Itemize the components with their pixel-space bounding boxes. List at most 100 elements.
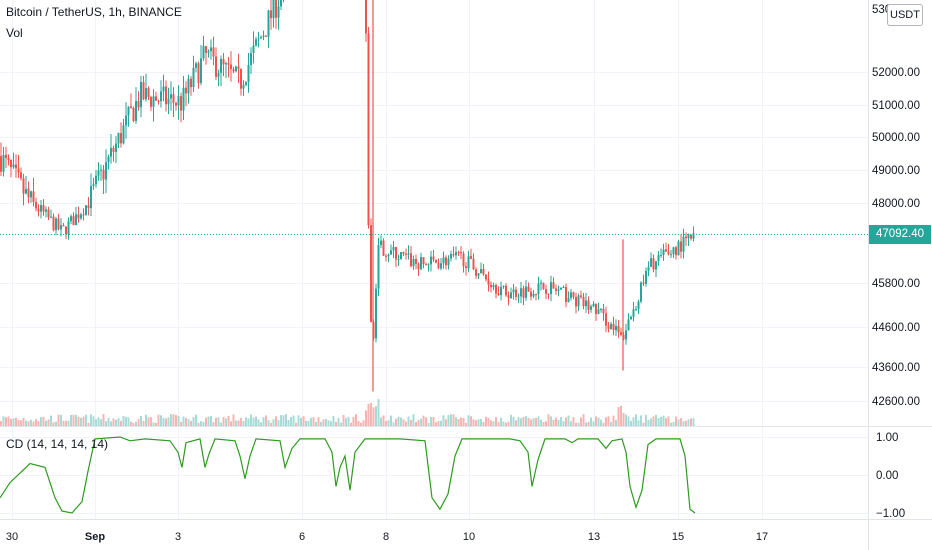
volume-bar (92, 416, 95, 426)
candle-body (665, 249, 667, 252)
time-tick-label: 8 (383, 531, 389, 543)
volume-bar (70, 414, 72, 426)
candle-body (575, 296, 577, 307)
volume-legend[interactable]: Vol (6, 26, 23, 40)
volume-bar (375, 406, 377, 426)
volume-bar (682, 421, 685, 426)
volume-bar (317, 417, 320, 426)
volume-bar (377, 399, 380, 426)
volume-bar (272, 419, 275, 426)
volume-bar (327, 420, 330, 426)
candle-body (645, 270, 647, 284)
price-tick-label: 49000.00 (872, 165, 920, 177)
volume-bar (165, 418, 167, 426)
volume-bar (570, 421, 572, 426)
volume-bar (547, 414, 550, 426)
candle-body (455, 252, 457, 256)
volume-bar (677, 419, 680, 426)
volume-bar (80, 417, 82, 426)
volume-bar (150, 417, 152, 426)
volume-bar (640, 415, 642, 426)
candle-body (90, 186, 92, 209)
volume-bar (95, 419, 97, 426)
volume-bar (612, 415, 615, 426)
volume-bar (435, 422, 437, 426)
candle-body (602, 308, 605, 314)
candle-body (152, 96, 155, 107)
volume-bar (477, 419, 480, 426)
candle-body (57, 218, 60, 230)
chart-title[interactable]: Bitcoin / TetherUS, 1h, BINANCE (6, 5, 182, 19)
candle-body (500, 286, 502, 296)
volume-bar (550, 416, 552, 426)
candle-body (35, 201, 37, 209)
candle-body (107, 156, 110, 163)
candle-body (420, 257, 422, 270)
candle-body (577, 295, 580, 307)
volume-bar (352, 416, 355, 426)
time-tick-label: Sep (85, 531, 105, 543)
volume-bar (225, 418, 227, 426)
volume-bar (310, 417, 312, 426)
candle-body (445, 257, 447, 266)
candle-body (7, 157, 10, 161)
candle-body (10, 160, 12, 168)
candle-body (200, 58, 202, 83)
candle-body (55, 218, 57, 231)
volume-bar (447, 415, 450, 426)
volume-bar (512, 416, 515, 426)
volume-bar (267, 420, 270, 426)
volume-bar (600, 419, 602, 426)
candle-body (605, 313, 607, 326)
candle-body (640, 282, 642, 302)
volume-bar (117, 418, 120, 426)
candle-body (460, 252, 462, 254)
candle-body (437, 262, 440, 269)
candle-body (30, 191, 32, 198)
candle-body (512, 289, 515, 293)
volume-bar (445, 419, 447, 426)
indicator-legend[interactable]: CD (14, 14, 14, 14) (6, 437, 109, 451)
volume-bar (500, 417, 502, 426)
candle-body (27, 188, 30, 198)
volume-bar (387, 420, 390, 426)
volume-bar (605, 417, 607, 426)
volume-bar (555, 417, 557, 426)
candle-body (370, 225, 372, 322)
volume-bar (220, 422, 222, 426)
volume-bar (195, 414, 197, 426)
volume-bar (132, 422, 135, 426)
volume-bar (357, 421, 360, 426)
candle-body (627, 319, 630, 331)
candle-body (677, 241, 680, 256)
currency-button[interactable]: USDT (887, 4, 923, 26)
volume-bar (642, 422, 645, 426)
candle-body (125, 115, 127, 126)
volume-bar (2, 416, 5, 426)
volume-bar (67, 420, 70, 426)
time-tick-label: 6 (299, 531, 305, 543)
volume-bar (665, 418, 667, 426)
volume-bar (335, 421, 337, 426)
volume-bar (47, 419, 50, 426)
volume-bar (285, 414, 287, 426)
candle-body (132, 108, 135, 122)
volume-bar (460, 417, 462, 426)
candle-body (40, 205, 42, 212)
candle-body (480, 269, 482, 274)
candle-body (590, 306, 592, 310)
volume-bar (397, 416, 400, 426)
volume-bar (562, 421, 565, 426)
candle-body (170, 94, 172, 99)
candle-body (542, 282, 545, 290)
volume-bar (667, 416, 670, 426)
candle-body (247, 64, 250, 82)
candle-body (490, 284, 492, 288)
candle-body (87, 205, 90, 209)
candle-body (97, 170, 100, 176)
candle-body (65, 226, 67, 235)
volume-bar (360, 422, 362, 426)
candle-body (22, 178, 25, 194)
candle-body (120, 133, 122, 144)
